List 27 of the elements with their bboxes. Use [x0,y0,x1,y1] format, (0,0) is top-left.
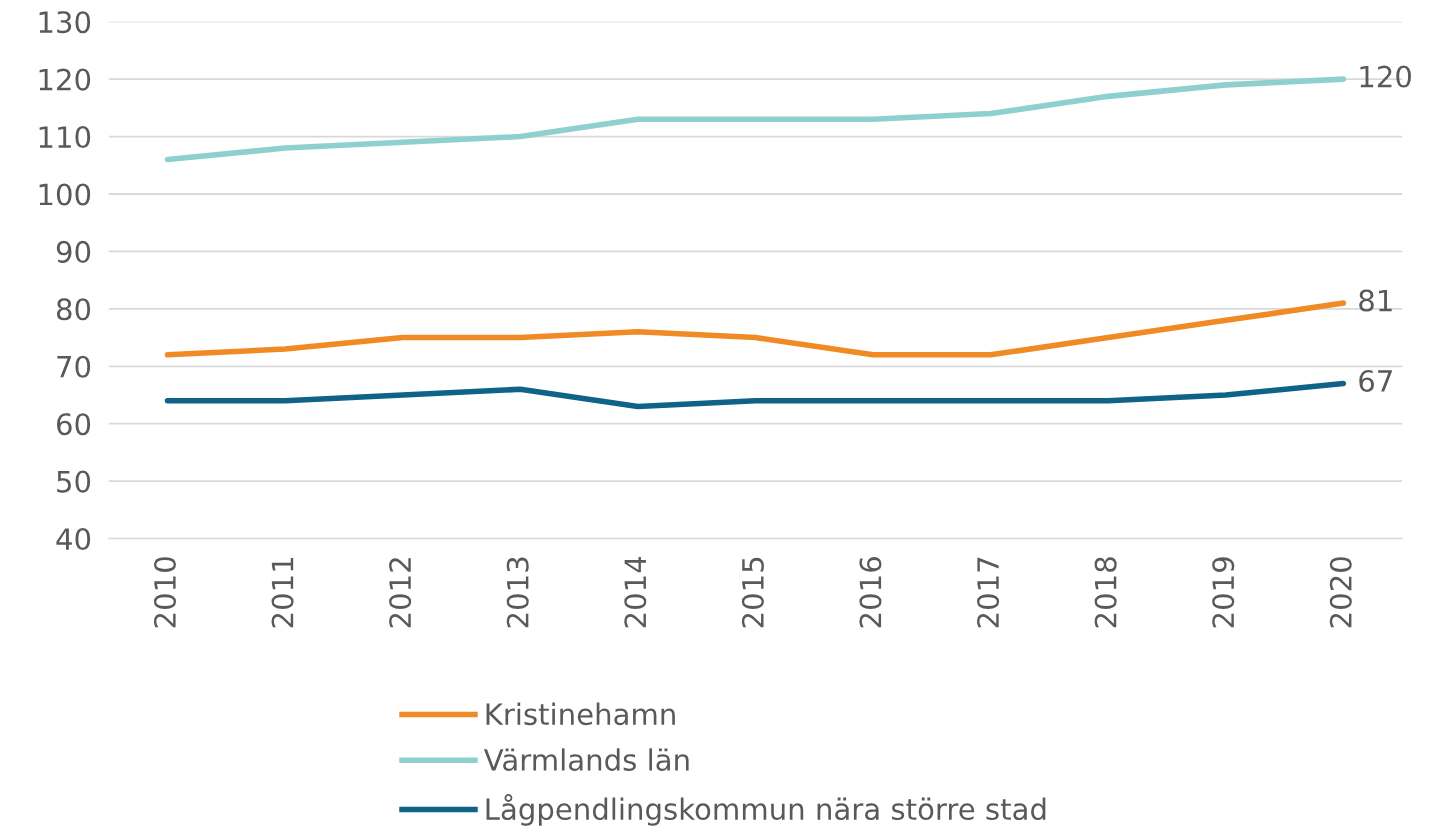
legend-label: Kristinehamn [486,702,675,726]
y-tick-label: 120 [39,68,91,91]
x-tick-label: 2020 [1329,557,1352,628]
x-tick-label: 2012 [389,558,412,628]
y-tick-label: 50 [57,470,91,493]
y-tick-label: 60 [57,413,91,436]
x-tick-label: 2017 [977,557,1000,628]
y-tick-label: 40 [56,528,91,551]
y-tick-label: 90 [56,240,91,263]
x-tick-label: 2016 [859,557,882,628]
x-tick-label: 2018 [1094,557,1117,628]
y-tick-label: 130 [39,11,91,34]
x-tick-label: 2013 [506,557,529,628]
legend-label: Lågpendlingskommun nära större stad [486,794,1046,826]
legend-label: Värmlands län [483,748,689,771]
x-tick-label: 2011 [271,557,294,628]
y-tick-label: 100 [39,183,91,206]
x-tick-label: 2014 [624,556,647,628]
x-tick-label: 2015 [741,557,764,628]
y-tick-label: 80 [56,298,91,321]
y-tick-label: 70 [57,355,91,378]
data-label: 81 [1359,289,1392,312]
x-tick-label: 2019 [1212,557,1235,628]
y-tick-label: 110 [39,126,91,149]
data-label: 67 [1359,369,1392,392]
x-tick-label: 2010 [153,557,176,628]
data-label: 120 [1360,65,1411,88]
